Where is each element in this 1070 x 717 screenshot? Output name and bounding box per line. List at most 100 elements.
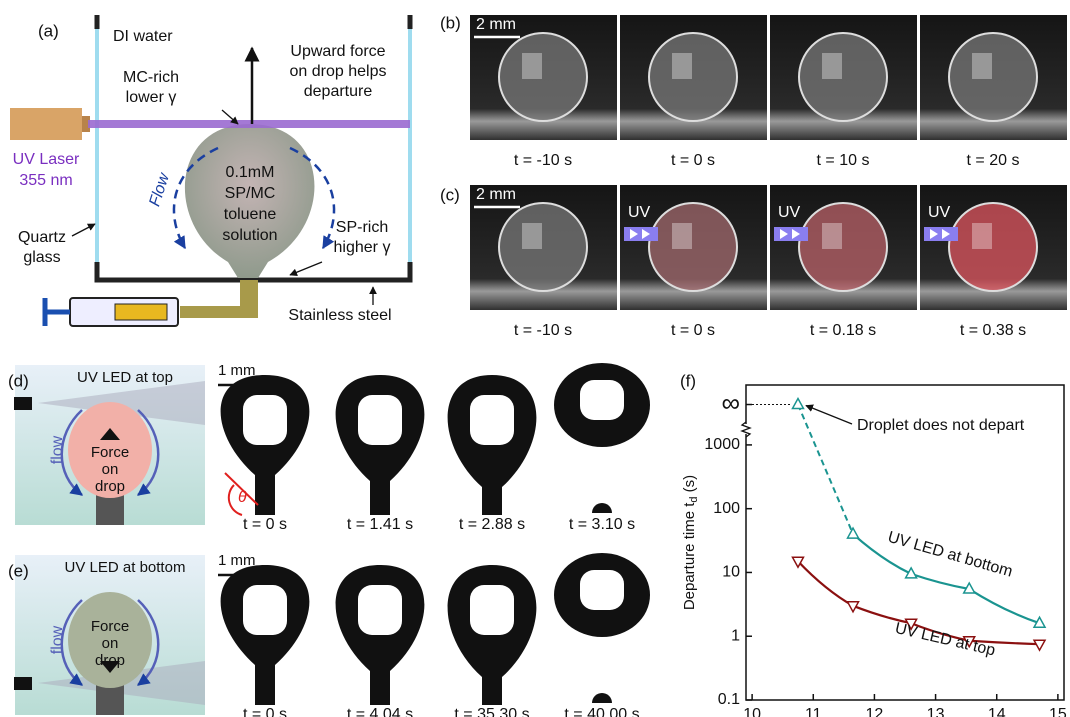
reflection xyxy=(672,223,692,249)
label: on xyxy=(102,635,119,652)
flow-arrow xyxy=(289,146,336,250)
label: Force xyxy=(91,618,129,635)
label: (a) xyxy=(38,21,59,40)
led xyxy=(14,677,32,690)
label: flow xyxy=(49,435,66,464)
label: (f) xyxy=(680,371,696,390)
reflection xyxy=(972,53,992,79)
y-tick-label: 1 xyxy=(731,627,740,644)
label: solution xyxy=(222,227,277,244)
series-line xyxy=(852,533,1040,625)
label: 2 mm xyxy=(476,16,516,33)
label: t = -10 s xyxy=(514,322,572,339)
contact-angle xyxy=(224,472,259,516)
label: Upward force xyxy=(290,43,385,60)
reflection xyxy=(672,53,692,79)
label: t = 0.38 s xyxy=(960,322,1026,339)
needle xyxy=(96,685,124,715)
droplet xyxy=(648,202,738,292)
plot-frame xyxy=(745,384,1065,701)
label: Force xyxy=(91,444,129,461)
x-tick-label: 10 xyxy=(743,706,761,717)
highlight xyxy=(243,395,287,445)
axis-break xyxy=(740,421,752,438)
label: on drop helps xyxy=(290,63,387,80)
uv-arrow-box xyxy=(774,227,808,241)
highlight xyxy=(470,585,514,635)
y-tick-label: 0.1 xyxy=(718,691,740,708)
reflection xyxy=(822,53,842,79)
flow-arrow xyxy=(172,146,219,250)
droplet xyxy=(948,202,1038,292)
y-tick-label: 10 xyxy=(722,564,740,581)
photo-panels xyxy=(14,15,1067,715)
pointer xyxy=(289,261,323,276)
label: SP/MC xyxy=(225,185,276,202)
data-point xyxy=(1032,639,1047,652)
label: 1 mm xyxy=(218,362,256,379)
y-tick-label: 100 xyxy=(713,500,740,517)
data-point xyxy=(904,566,918,579)
plunger xyxy=(42,298,70,326)
data-point xyxy=(791,556,805,569)
droplet xyxy=(648,32,738,122)
uv-arrow xyxy=(780,229,800,239)
residue xyxy=(592,503,612,513)
series-label: UV LED at top xyxy=(893,620,997,660)
label: drop xyxy=(95,478,125,495)
y-axis-label-part: d xyxy=(688,497,700,503)
label: (e) xyxy=(8,561,29,580)
label: t = 20 s xyxy=(967,152,1020,169)
force-arrow xyxy=(100,428,120,440)
label: flow xyxy=(49,625,66,654)
series-line-dashed xyxy=(797,404,854,535)
pointer xyxy=(71,223,96,237)
label: 0.1mM xyxy=(226,164,275,181)
label: (b) xyxy=(440,13,461,32)
droplet xyxy=(498,32,588,122)
label: glass xyxy=(23,249,60,266)
label: Quartz xyxy=(18,229,66,246)
uv-arrow-box xyxy=(924,227,958,241)
droplet xyxy=(798,32,888,122)
label: t = 0 s xyxy=(243,706,287,717)
droplet xyxy=(798,202,888,292)
label: 2 mm xyxy=(476,186,516,203)
label: UV xyxy=(928,204,951,221)
highlight xyxy=(470,395,514,445)
label: 1 mm xyxy=(218,552,256,569)
data-point xyxy=(846,601,860,614)
label: t = 10 s xyxy=(817,152,870,169)
label: SP-rich xyxy=(336,219,388,236)
laser-beam xyxy=(88,120,410,128)
led xyxy=(14,397,32,410)
flow-arrow xyxy=(136,409,160,497)
panel-a-schematic xyxy=(10,15,413,327)
label: (c) xyxy=(440,185,460,204)
label: t = 35.30 s xyxy=(454,706,529,717)
label: t = 1.41 s xyxy=(347,516,413,533)
highlight xyxy=(580,570,624,610)
label: departure xyxy=(304,83,373,100)
flow-arrow xyxy=(60,409,84,497)
force-arrow xyxy=(100,661,120,673)
x-tick-label: 11 xyxy=(805,706,822,717)
frame xyxy=(94,15,413,29)
y-axis-label-part: (s) xyxy=(681,475,698,497)
data-point xyxy=(846,526,860,539)
y-tick-label: ∞ xyxy=(721,387,740,417)
data-point xyxy=(791,396,805,410)
laser-head xyxy=(82,116,90,132)
droplet xyxy=(184,124,315,278)
label: t = 2.88 s xyxy=(459,516,525,533)
data-point xyxy=(962,581,976,594)
reflection xyxy=(972,223,992,249)
highlight xyxy=(243,585,287,635)
highlight xyxy=(580,380,624,420)
droplet xyxy=(498,202,588,292)
highlight xyxy=(358,585,402,635)
x-tick-label: 14 xyxy=(988,706,1006,717)
annotation-arrow xyxy=(805,404,853,425)
